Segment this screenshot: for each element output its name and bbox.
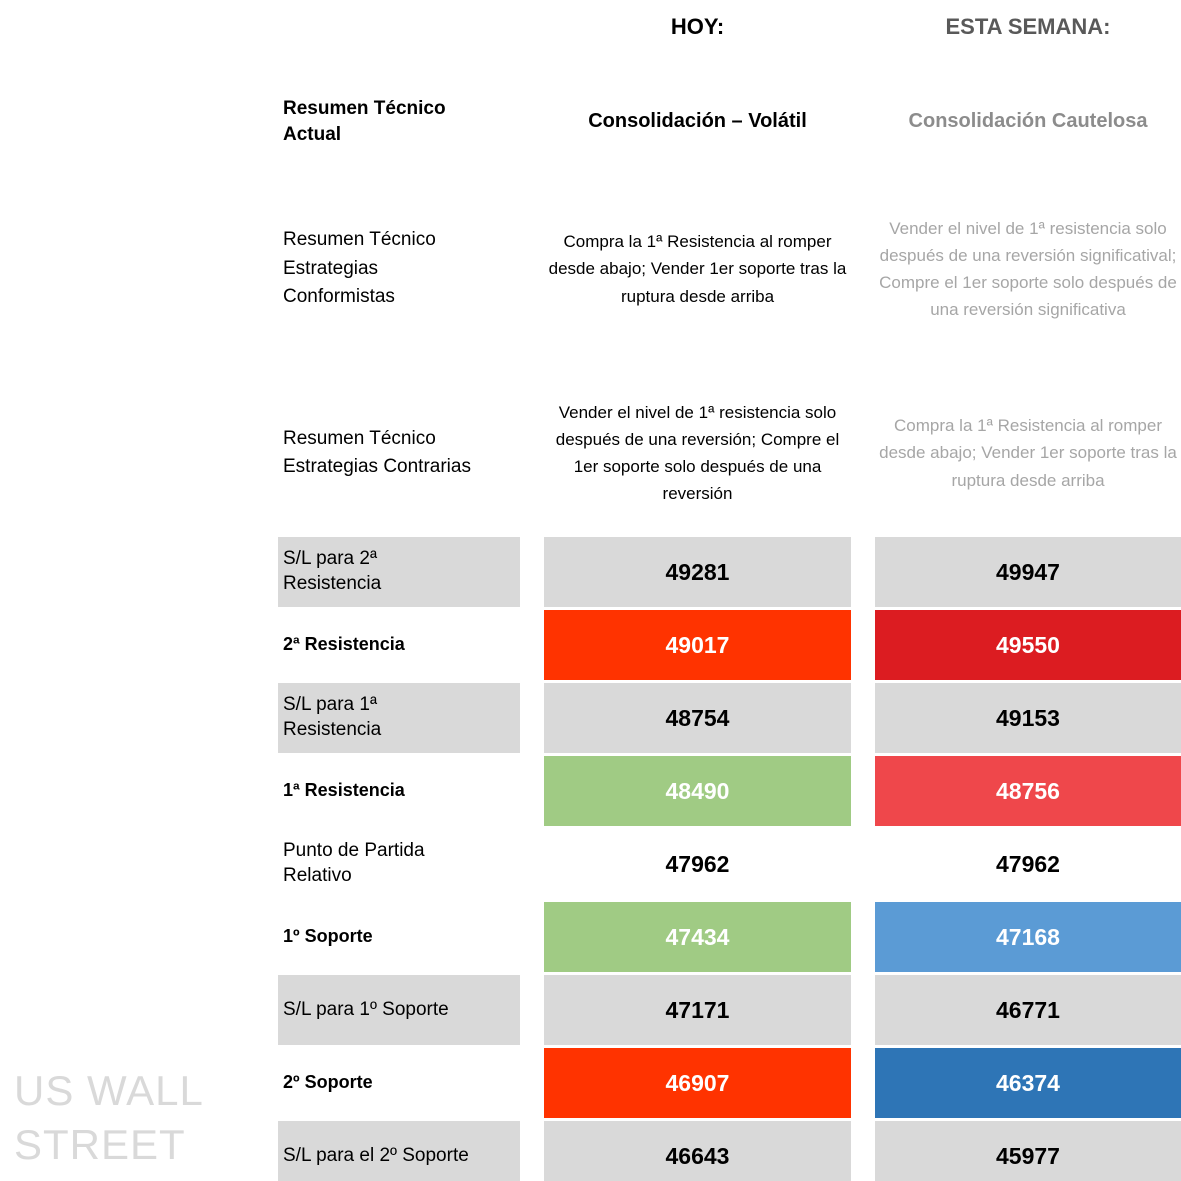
level-value-hoy: 48490 <box>544 756 851 826</box>
level-label: 1ª Resistencia <box>278 756 520 826</box>
level-value-hoy: 49281 <box>544 537 851 607</box>
levels-table-row: 2º Soporte 46907 46374 <box>278 1048 1181 1118</box>
levels-table-row: 2ª Resistencia 49017 49550 <box>278 610 1181 680</box>
strategy-text-conformistas-semana: Vender el nivel de 1ª resistencia solo d… <box>879 218 1177 320</box>
level-value-semana: 47962 <box>875 829 1181 899</box>
level-value-hoy: 49017 <box>544 610 851 680</box>
level-value-semana: 49550 <box>875 610 1181 680</box>
summary-label: Resumen Técnico Actual <box>283 97 446 145</box>
level-label: S/L para el 2º Soporte <box>278 1121 520 1181</box>
levels-table-row: Punto de Partida Relativo 47962 47962 <box>278 829 1181 899</box>
levels-table-row: 1º Soporte 47434 47168 <box>278 902 1181 972</box>
level-value-hoy: 47171 <box>544 975 851 1045</box>
levels-table-row: S/L para 1ª Resistencia 48754 49153 <box>278 683 1181 753</box>
summary-row: Resumen Técnico Actual Consolidación – V… <box>278 74 1181 169</box>
watermark-instrument-name: US WALL STREET <box>14 1066 203 1169</box>
level-label: S/L para 1ª Resistencia <box>278 683 520 753</box>
summary-value-hoy: Consolidación – Volátil <box>588 110 807 132</box>
summary-value-semana: Consolidación Cautelosa <box>908 110 1148 132</box>
level-label: S/L para 1º Soporte <box>278 975 520 1045</box>
levels-table-row: 1ª Resistencia 48490 48756 <box>278 756 1181 826</box>
level-value-semana: 45977 <box>875 1121 1181 1181</box>
level-value-semana: 48756 <box>875 756 1181 826</box>
column-titles-row: HOY: ESTA SEMANA: <box>278 0 1181 74</box>
level-value-hoy: 48754 <box>544 683 851 753</box>
strategy-label-conformistas: Resumen Técnico Estrategias Conformistas <box>283 229 436 308</box>
level-value-semana: 46771 <box>875 975 1181 1045</box>
level-value-hoy: 47962 <box>544 829 851 899</box>
level-value-hoy: 46907 <box>544 1048 851 1118</box>
level-label: 1º Soporte <box>278 902 520 972</box>
levels-table-row: S/L para el 2º Soporte 46643 45977 <box>278 1121 1181 1181</box>
strategy-text-contrarias-hoy: Vender el nivel de 1ª resistencia solo d… <box>555 402 840 504</box>
level-value-hoy: 46643 <box>544 1121 851 1181</box>
level-value-semana: 46374 <box>875 1048 1181 1118</box>
strategy-text-contrarias-semana: Compra la 1ª Resistencia al romper desde… <box>879 416 1177 490</box>
level-value-semana: 49153 <box>875 683 1181 753</box>
column-header-esta-semana: ESTA SEMANA: <box>945 14 1111 39</box>
column-header-hoy: HOY: <box>670 14 725 39</box>
level-value-semana: 47168 <box>875 902 1181 972</box>
levels-table-row: S/L para 1º Soporte 47171 46771 <box>278 975 1181 1045</box>
level-label: Punto de Partida Relativo <box>278 829 520 899</box>
level-label: S/L para 2ª Resistencia <box>278 537 520 607</box>
levels-table-row: S/L para 2ª Resistencia 49281 49947 <box>278 537 1181 607</box>
level-value-hoy: 47434 <box>544 902 851 972</box>
level-label: 2ª Resistencia <box>278 610 520 680</box>
strategy-label-contrarias: Resumen Técnico Estrategias Contrarias <box>283 427 471 478</box>
levels-table: S/L para 2ª Resistencia 49281 49947 2ª Resi… <box>0 537 1181 1181</box>
level-value-semana: 49947 <box>875 537 1181 607</box>
level-label: 2º Soporte <box>278 1048 520 1118</box>
strategy-text-conformistas-hoy: Compra la 1ª Resistencia al romper desde… <box>548 232 847 306</box>
strategy-row-conformistas: Resumen Técnico Estrategias Conformistas… <box>278 169 1181 369</box>
strategy-row-contrarias: Resumen Técnico Estrategias Contrarias V… <box>278 369 1181 537</box>
